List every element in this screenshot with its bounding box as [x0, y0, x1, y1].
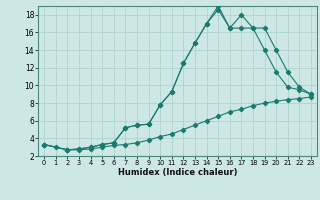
X-axis label: Humidex (Indice chaleur): Humidex (Indice chaleur): [118, 168, 237, 177]
